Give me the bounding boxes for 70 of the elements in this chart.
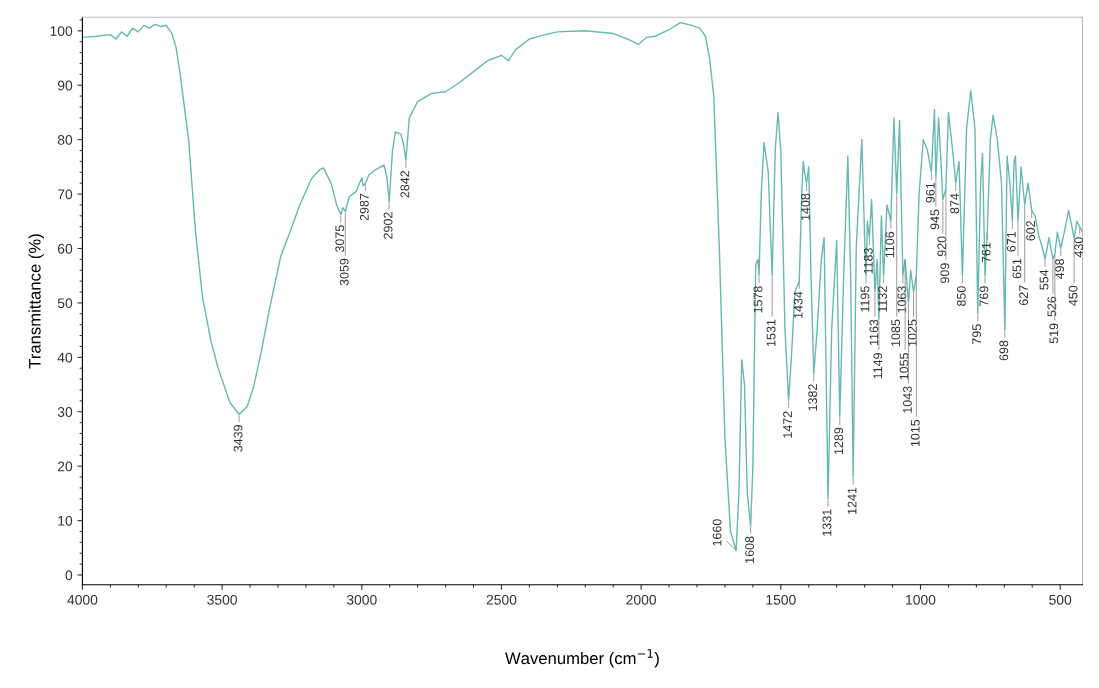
annotation: 1043 (902, 386, 912, 413)
annotation: 1055 (899, 353, 909, 380)
annotation: 2987 (359, 193, 369, 221)
annotation: 909 (940, 263, 950, 283)
x-tick-label: 2000 (626, 594, 657, 605)
annotation: 1063 (897, 286, 907, 313)
x-axis-title: Wavenumber (cm$^{−1}$) (505, 649, 659, 668)
annotation: 1331 (822, 509, 832, 536)
x-tick-label: 500 (1049, 594, 1072, 605)
annotation: 1289 (834, 427, 844, 455)
annotation: 1132 (878, 286, 887, 312)
annotation: 761 (981, 242, 991, 263)
x-tick-label: 3000 (346, 594, 377, 605)
annotation: 1382 (808, 384, 818, 411)
annotation: 1608 (745, 536, 754, 563)
x-tick-label: 3500 (207, 594, 238, 605)
y-tick-label: 70 (57, 189, 73, 200)
annotation: 961 (925, 182, 935, 203)
annotation: 920 (937, 236, 947, 257)
annotation: 1025 (908, 319, 917, 346)
annotation: 602 (1026, 221, 1036, 241)
annotation: 874 (950, 193, 960, 214)
annotation: 430 (1074, 237, 1084, 258)
y-tick-label: 20 (57, 461, 73, 472)
annotation: 651 (1012, 258, 1022, 279)
annotation: 1195 (860, 286, 870, 312)
annotation: 850 (956, 286, 966, 307)
annotation: 1578 (753, 286, 763, 313)
x-tick-label: 4000 (67, 594, 98, 605)
annotation: 627 (1019, 285, 1029, 306)
y-tick-label: 90 (57, 80, 73, 91)
annotation: 450 (1068, 285, 1078, 306)
annotation: 519 (1049, 323, 1059, 344)
annotation: 1106 (885, 231, 895, 258)
y-tick-label: 0 (65, 570, 73, 581)
annotation: 554 (1039, 269, 1049, 290)
annotation: 1163 (869, 319, 879, 346)
x-tick-label: 1500 (766, 594, 796, 605)
annotation: 1660 (712, 519, 722, 546)
annotation: 795 (972, 324, 982, 344)
y-tick-label: 60 (57, 243, 73, 254)
x-tick-label: 2500 (486, 594, 517, 605)
annotation: 498 (1055, 259, 1065, 280)
annotation: 1408 (801, 193, 810, 221)
annotation: 3059 (339, 258, 349, 286)
annotation: 1434 (793, 291, 803, 318)
annotation: 1472 (783, 411, 792, 438)
annotation: 1183 (863, 248, 873, 274)
annotation: 1085 (891, 319, 901, 346)
annotation: 698 (999, 340, 1009, 361)
annotation: 1149 (873, 353, 883, 379)
annotation: 1015 (910, 419, 920, 447)
annotation: 1241 (847, 487, 857, 514)
annotation: 2902 (383, 212, 393, 239)
annotation: 671 (1006, 231, 1016, 252)
y-tick-label: 50 (57, 298, 73, 309)
annotation: 526 (1047, 296, 1057, 317)
annotation: 945 (930, 209, 940, 230)
x-tick-label: 1000 (906, 594, 936, 605)
annotation: 3075 (335, 225, 345, 253)
y-tick-label: 30 (57, 407, 73, 417)
y-tick-label: 80 (57, 134, 73, 145)
y-tick-label: 10 (58, 515, 73, 526)
y-tick-label: 100 (50, 26, 73, 36)
y-axis-title: Transmittance (%) (28, 234, 44, 369)
annotation: 2842 (400, 170, 410, 198)
annotation: 769 (979, 286, 989, 306)
annotation: 1531 (766, 319, 776, 346)
annotation: 3439 (233, 425, 243, 452)
y-tick-label: 40 (57, 352, 73, 363)
